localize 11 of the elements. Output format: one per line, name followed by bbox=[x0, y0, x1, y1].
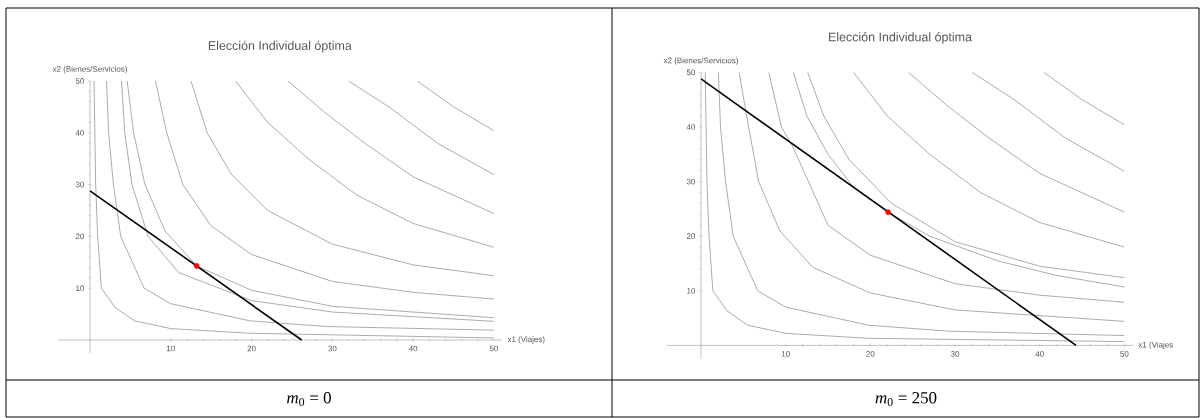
chart-title: Elección Individual óptima bbox=[829, 32, 972, 44]
line-series bbox=[235, 80, 495, 248]
line-series bbox=[287, 80, 495, 214]
line-series bbox=[971, 72, 1125, 172]
text: m$_{0}$ = 0 bbox=[287, 392, 331, 406]
chart-title: Elección Individual óptima bbox=[208, 40, 352, 53]
text: m$_{0}$ = 250 bbox=[875, 392, 937, 406]
line-series bbox=[190, 80, 495, 277]
line-series bbox=[348, 80, 495, 175]
line-series bbox=[908, 72, 1125, 213]
line-series bbox=[853, 72, 1125, 248]
